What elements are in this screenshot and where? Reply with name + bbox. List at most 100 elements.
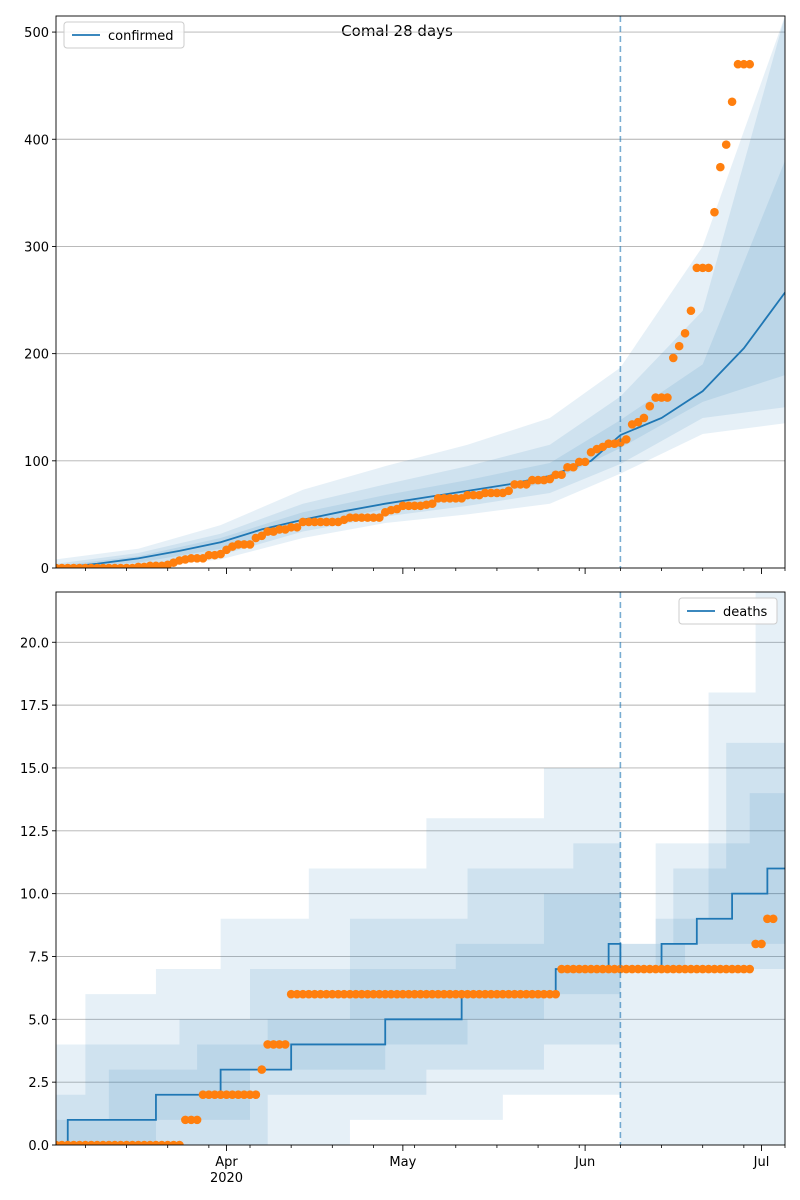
legend-label: confirmed bbox=[108, 29, 174, 44]
observed-point bbox=[463, 989, 472, 999]
y-tick-label: 200 bbox=[24, 348, 49, 363]
observed-point bbox=[375, 989, 384, 999]
observed-point bbox=[704, 263, 713, 273]
observed-point bbox=[621, 964, 631, 974]
observed-point bbox=[404, 989, 414, 999]
legend-label: deaths bbox=[723, 605, 768, 620]
uncertainty-band-2 bbox=[56, 742, 785, 1145]
observed-point bbox=[181, 1115, 190, 1125]
observed-point bbox=[492, 989, 502, 999]
observed-point bbox=[292, 522, 302, 532]
observed-point bbox=[651, 964, 660, 974]
observed-point bbox=[739, 59, 749, 69]
observed-point bbox=[463, 490, 472, 500]
observed-point bbox=[645, 964, 655, 974]
observed-point bbox=[557, 470, 566, 480]
legend-box bbox=[678, 597, 778, 625]
observed-point bbox=[322, 517, 331, 527]
observed-point bbox=[533, 475, 543, 485]
observed-point bbox=[569, 964, 578, 974]
observed-point bbox=[486, 488, 496, 498]
observed-point bbox=[445, 494, 455, 503]
observed-point bbox=[569, 462, 578, 472]
observed-point bbox=[357, 513, 367, 522]
observed-point bbox=[663, 393, 672, 402]
observed-point bbox=[328, 517, 337, 527]
observed-point bbox=[692, 964, 702, 974]
observed-point bbox=[233, 1090, 243, 1100]
chart-title: Comal 28 days bbox=[341, 22, 453, 40]
observed-point bbox=[380, 989, 390, 999]
observed-point bbox=[516, 989, 525, 999]
observed-point bbox=[527, 989, 537, 999]
observed-point bbox=[480, 488, 490, 498]
observed-point bbox=[357, 989, 367, 999]
observed-point bbox=[192, 1115, 202, 1125]
observed-point bbox=[721, 140, 731, 149]
observed-point bbox=[680, 964, 690, 974]
observed-point bbox=[427, 499, 437, 508]
observed-point bbox=[604, 439, 613, 448]
y-tick-label: 400 bbox=[24, 133, 49, 148]
observed-point bbox=[610, 964, 619, 974]
observed-point bbox=[322, 989, 331, 999]
observed-point bbox=[204, 1090, 214, 1100]
observed-point bbox=[204, 550, 214, 560]
observed-point bbox=[539, 989, 549, 999]
plot-area bbox=[56, 592, 785, 1145]
observed-point bbox=[563, 462, 572, 472]
x-tick-sublabel: 2020 bbox=[210, 1171, 243, 1186]
observed-point bbox=[580, 964, 590, 974]
observed-point bbox=[286, 989, 296, 999]
plot-area bbox=[56, 16, 785, 568]
observed-point bbox=[663, 964, 672, 974]
observed-point bbox=[498, 989, 508, 999]
y-tick-label: 100 bbox=[24, 455, 49, 470]
observed-point bbox=[328, 989, 337, 999]
observed-point bbox=[269, 1040, 278, 1049]
observed-point bbox=[686, 964, 696, 974]
observed-point bbox=[186, 1115, 196, 1125]
observed-point bbox=[633, 964, 643, 974]
observed-point bbox=[222, 1090, 231, 1100]
observed-point bbox=[333, 989, 343, 999]
observed-point bbox=[745, 964, 755, 974]
observed-point bbox=[598, 964, 608, 974]
observed-point bbox=[551, 989, 561, 999]
observed-point bbox=[757, 939, 766, 949]
observed-point bbox=[422, 989, 431, 999]
uncertainty-band-2 bbox=[56, 16, 785, 568]
observed-point bbox=[745, 59, 755, 69]
observed-point bbox=[651, 393, 660, 402]
legend: confirmed bbox=[63, 21, 185, 49]
observed-point bbox=[586, 964, 596, 974]
observed-point bbox=[263, 1040, 272, 1049]
observed-point bbox=[686, 306, 696, 316]
observed-point bbox=[698, 964, 707, 974]
y-tick-label: 300 bbox=[24, 240, 49, 255]
observed-point bbox=[533, 989, 543, 999]
observed-point bbox=[245, 540, 255, 549]
observed-point bbox=[486, 989, 496, 999]
observed-point bbox=[674, 964, 684, 974]
observed-point bbox=[404, 501, 414, 511]
observed-point bbox=[439, 989, 449, 999]
observed-point bbox=[175, 1140, 184, 1145]
observed-point bbox=[716, 964, 725, 974]
observed-point bbox=[680, 328, 690, 338]
observed-point bbox=[310, 989, 319, 999]
observed-point bbox=[616, 964, 625, 974]
observed-point bbox=[351, 513, 361, 522]
y-tick-label: 0.0 bbox=[28, 1139, 49, 1154]
observed-point bbox=[345, 989, 355, 999]
observed-point bbox=[339, 989, 349, 999]
observed-point bbox=[474, 989, 484, 999]
observed-point bbox=[369, 989, 378, 999]
observed-point bbox=[304, 517, 314, 527]
observed-point bbox=[316, 989, 325, 999]
y-tick-label: 15.0 bbox=[20, 762, 49, 777]
y-tick-label: 0 bbox=[41, 562, 49, 577]
observed-point bbox=[275, 525, 284, 534]
observed-point bbox=[228, 1090, 237, 1100]
observed-point bbox=[233, 540, 243, 549]
